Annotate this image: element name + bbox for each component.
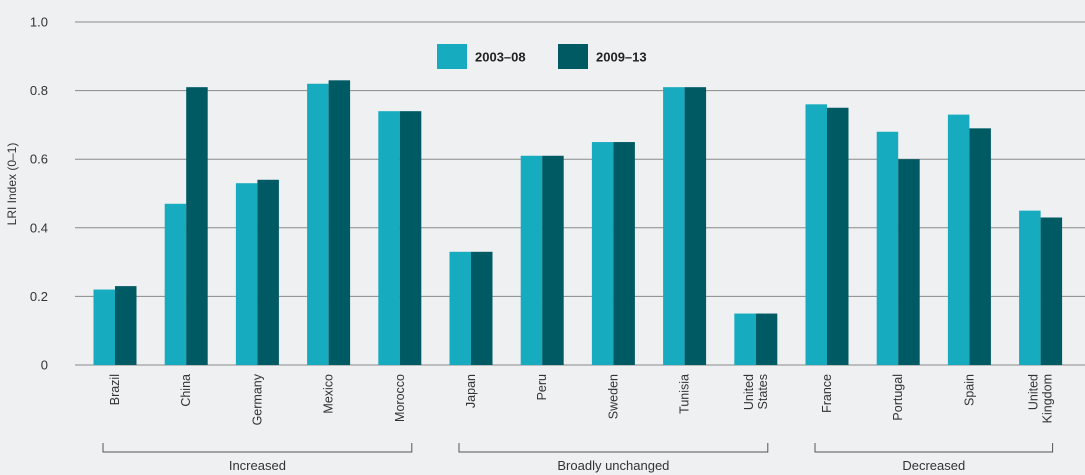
group-label: Increased — [229, 458, 286, 473]
category-label: Tunisia — [678, 374, 692, 414]
bar-series-2 — [399, 111, 422, 366]
category-label-line: States — [756, 374, 770, 409]
gridlines — [75, 21, 1085, 366]
legend-item: 2009–13 — [558, 44, 647, 69]
y-axis-title: LRI Index (0–1) — [5, 143, 19, 226]
category-label: Morocco — [393, 374, 407, 422]
y-tick-label: 0.2 — [30, 289, 48, 304]
category-label: United Kingdom — [1027, 374, 1055, 423]
bar-series-1 — [805, 104, 827, 365]
bar-series-2 — [684, 87, 707, 366]
category-label: Germany — [250, 373, 264, 425]
category-label-line: France — [820, 374, 834, 413]
legend-label: 2009–13 — [596, 50, 647, 65]
category-label: Portugal — [891, 374, 905, 421]
bar-series-1 — [520, 155, 543, 365]
category-label-line: China — [179, 374, 193, 407]
category-label: Brazil — [108, 374, 122, 405]
group-bracket: Decreased — [814, 443, 1054, 473]
group-label: Broadly unchanged — [557, 458, 669, 473]
y-tick-label: 0 — [41, 358, 48, 373]
bracket-line — [814, 443, 1054, 453]
category-label-line: Brazil — [108, 374, 122, 405]
bar-series-2 — [898, 159, 920, 365]
bar-series-1 — [591, 142, 614, 365]
bar-series-2 — [257, 179, 279, 365]
category-label-line: Japan — [464, 374, 478, 408]
bracket-line — [458, 443, 769, 453]
category-label: Sweden — [606, 374, 620, 419]
category-labels: Brazil China Germany Mexico Morocco Japan Peru… — [108, 373, 1055, 425]
category-label-line: Mexico — [322, 374, 336, 414]
bar-series-2 — [186, 87, 208, 366]
category-label: Japan — [464, 374, 478, 408]
category-label-line: Sweden — [606, 374, 620, 419]
category-label: United States — [742, 374, 770, 410]
category-label-line: United — [742, 374, 756, 410]
bar-series-1 — [449, 251, 471, 365]
bar-series-2 — [613, 142, 635, 365]
bar-series-2 — [328, 80, 351, 365]
bar-series-2 — [1040, 217, 1063, 365]
bar-series-1 — [235, 183, 258, 365]
legend-swatch — [437, 44, 467, 69]
bar-series-1 — [947, 114, 970, 365]
y-tick-label: 0.4 — [30, 220, 48, 235]
bar-series-2 — [471, 251, 493, 365]
y-tick-label: 0.6 — [30, 152, 48, 167]
bar-series-1 — [1019, 210, 1041, 365]
category-label-line: United — [1027, 374, 1041, 410]
category-label-line: Tunisia — [678, 374, 692, 414]
y-axis-ticks: 0 0.2 0.4 0.6 0.8 1.0 — [30, 15, 48, 373]
group-bracket: Increased — [102, 443, 413, 473]
bar-series-2 — [115, 286, 137, 365]
category-label-line: Portugal — [891, 374, 905, 421]
bar-series-1 — [93, 289, 115, 365]
category-label-line: Spain — [962, 374, 976, 406]
legend: 2003–08 2009–13 — [437, 44, 647, 69]
bar-series-1 — [663, 87, 685, 366]
category-label-line: Peru — [535, 374, 549, 400]
legend-label: 2003–08 — [475, 50, 526, 65]
legend-swatch — [558, 44, 588, 69]
category-label: France — [820, 374, 834, 413]
y-tick-label: 1.0 — [30, 15, 48, 30]
category-label-line: Kingdom — [1041, 374, 1055, 423]
bar-series-2 — [542, 155, 564, 365]
bar-series-2 — [969, 128, 991, 365]
bars — [93, 80, 1063, 366]
legend-item: 2003–08 — [437, 44, 526, 69]
group-bracket: Broadly unchanged — [458, 443, 769, 473]
category-label-line: Morocco — [393, 374, 407, 422]
bar-series-1 — [378, 111, 400, 366]
bar-series-1 — [307, 83, 329, 366]
group-label: Decreased — [902, 458, 965, 473]
category-label-line: Germany — [250, 373, 264, 425]
category-label: Spain — [962, 374, 976, 406]
y-tick-label: 0.8 — [30, 83, 48, 98]
category-label: Peru — [535, 374, 549, 400]
bar-series-1 — [164, 203, 187, 365]
bracket-line — [102, 443, 413, 453]
bar-series-1 — [734, 313, 756, 365]
group-brackets: Increased Broadly unchanged Decreased — [102, 443, 1054, 473]
bar-series-2 — [827, 107, 849, 365]
bar-series-2 — [755, 313, 778, 365]
category-label: Mexico — [322, 374, 336, 414]
bar-series-1 — [876, 131, 899, 365]
category-label: China — [179, 374, 193, 407]
